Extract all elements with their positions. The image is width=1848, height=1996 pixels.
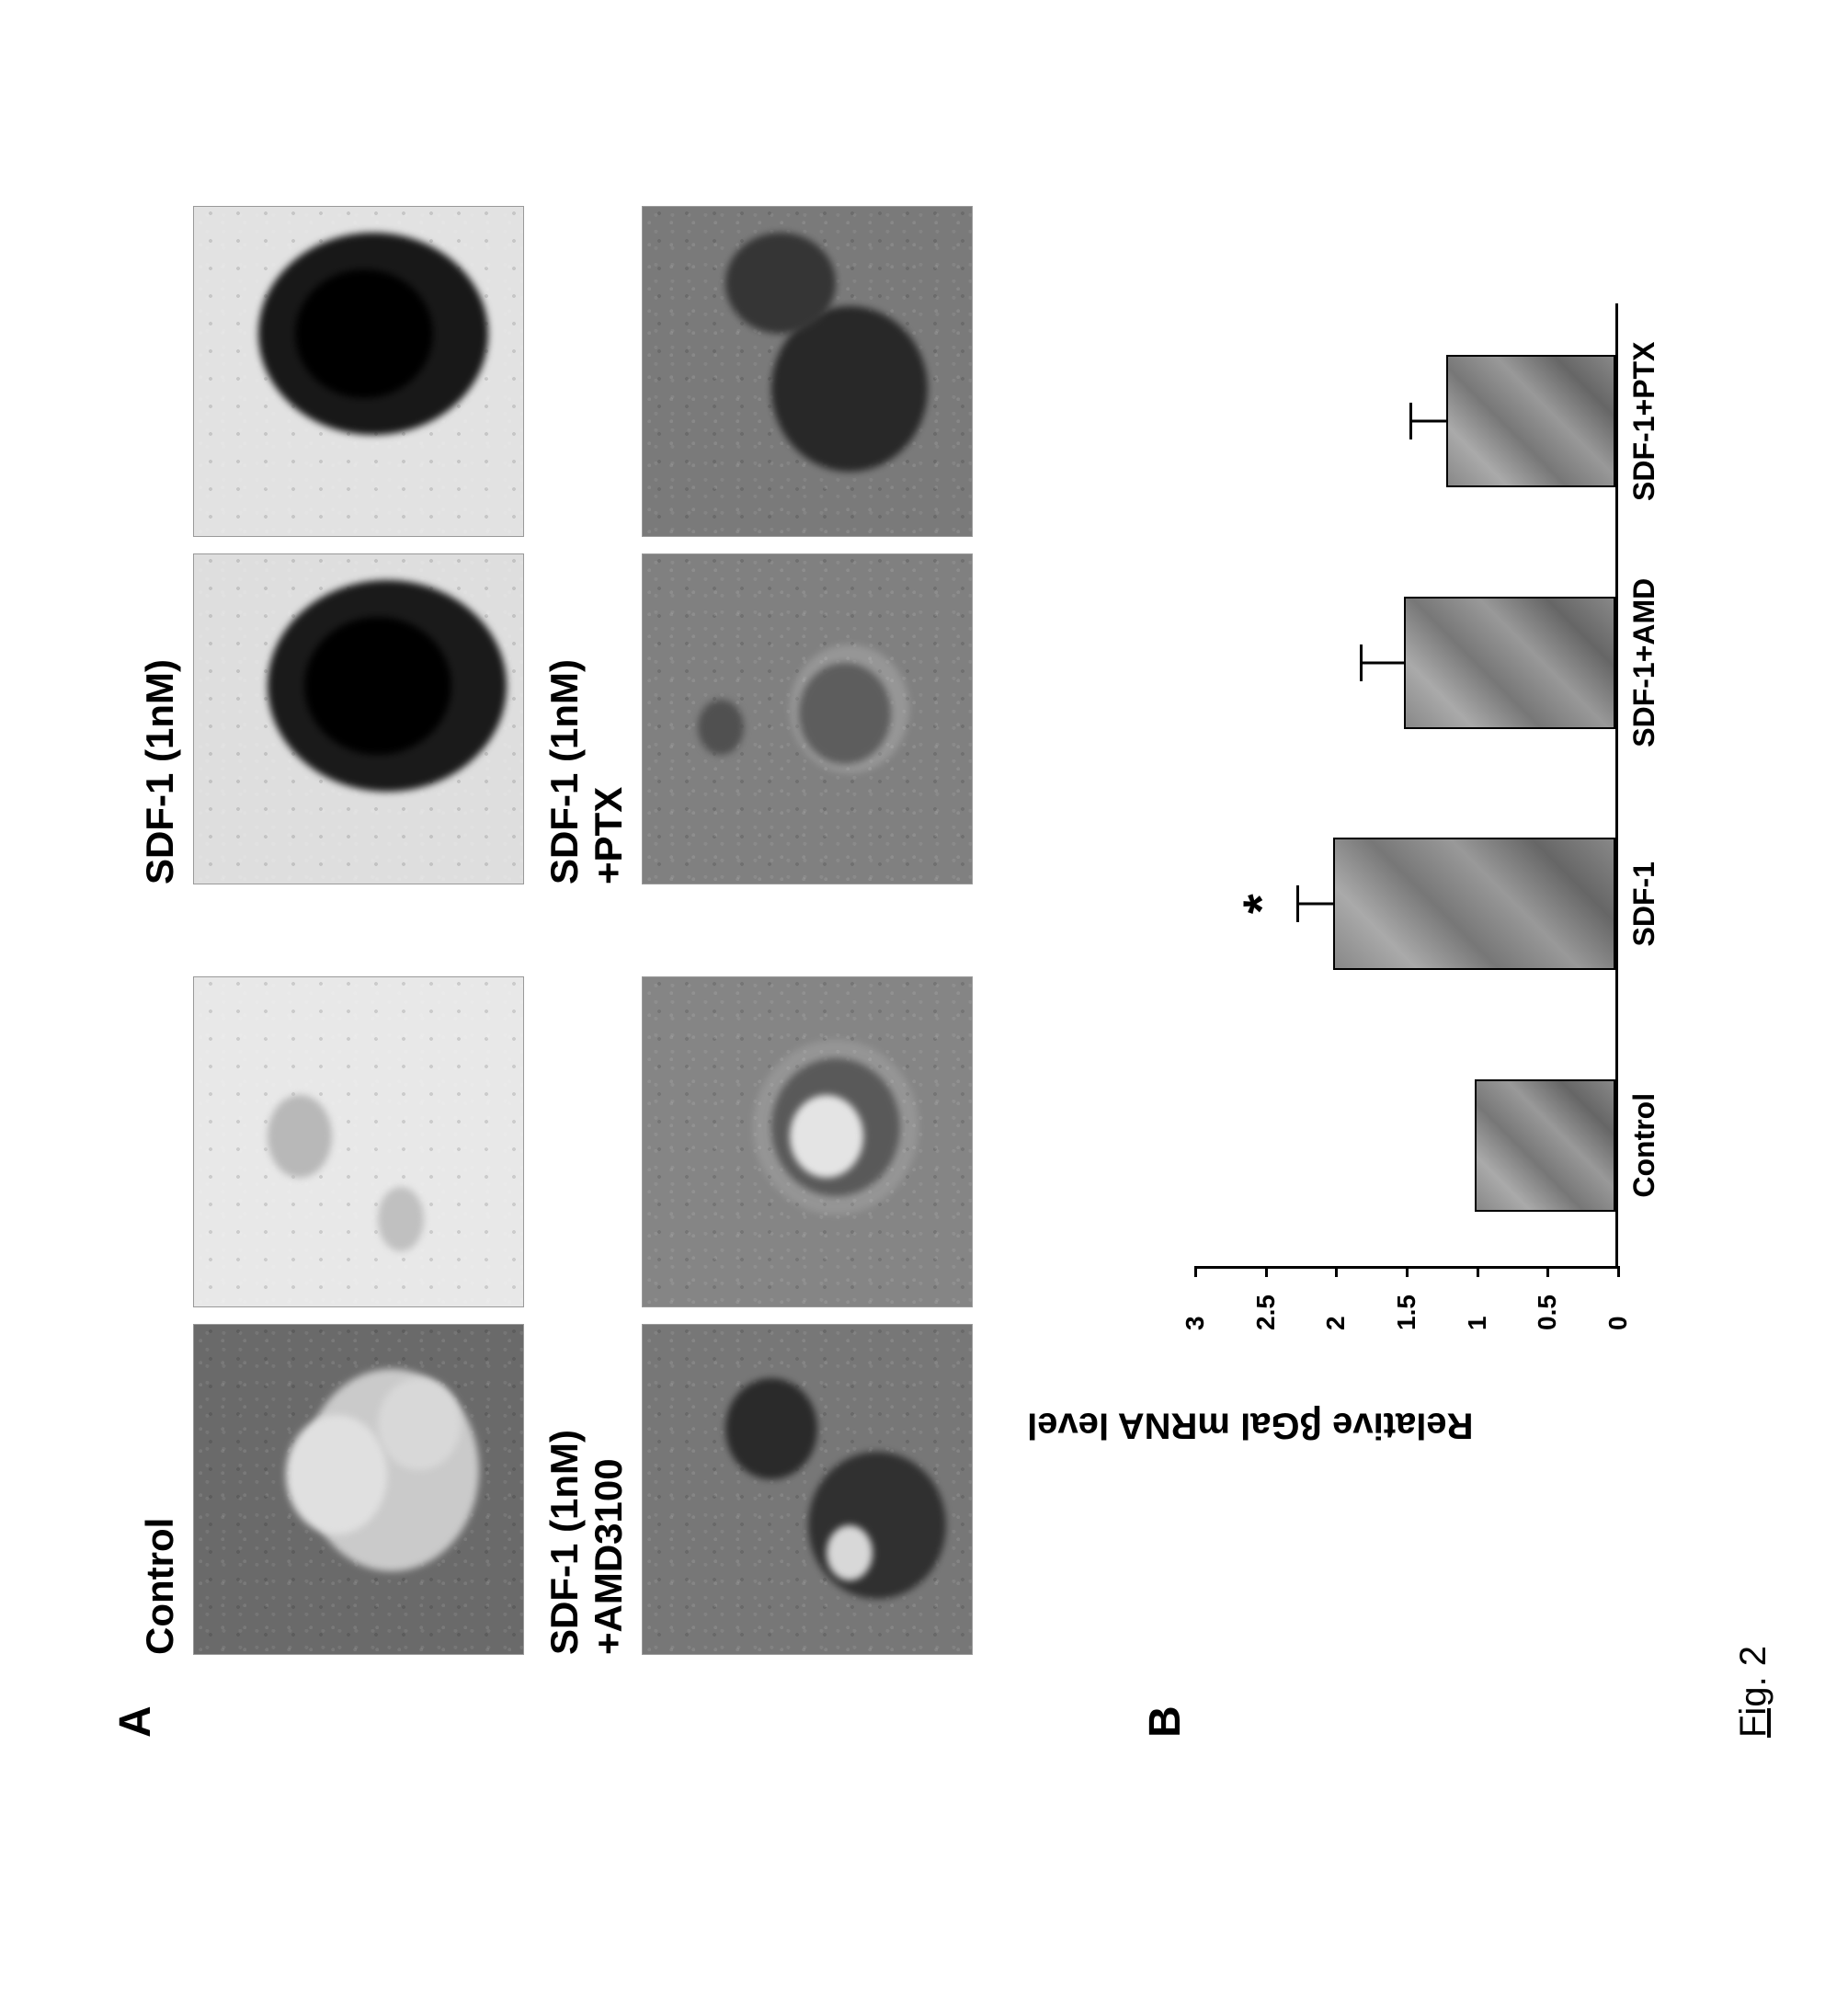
y-tick-label: 2.5 bbox=[1251, 1295, 1281, 1330]
y-tick bbox=[1546, 1266, 1549, 1277]
figure-container: A Control SDF-1 (1nM) SDF-1 (1nM) +AMD3100… bbox=[110, 0, 1738, 1738]
error-bar-line bbox=[1298, 903, 1333, 906]
error-bar-cap bbox=[1360, 644, 1363, 681]
y-tick bbox=[1617, 1266, 1620, 1277]
microscopy-image bbox=[642, 206, 973, 537]
significance-marker: * bbox=[1231, 894, 1291, 914]
error-bar-cap bbox=[1409, 403, 1412, 439]
group-label: SDF-1 (1nM) +PTX bbox=[542, 206, 631, 884]
x-category-label: SDF-1+AMD bbox=[1627, 578, 1661, 747]
y-tick-label: 1.5 bbox=[1392, 1295, 1421, 1330]
panel-b-chart: Relative βGal mRNA level 00.511.522.53Co… bbox=[1195, 248, 1710, 1352]
microscopy-image bbox=[193, 206, 524, 537]
y-tick bbox=[1335, 1266, 1338, 1277]
group-label: SDF-1 (1nM) +AMD3100 bbox=[542, 976, 631, 1655]
bar-plot: 00.511.522.53Control*SDF-1SDF-1+AMDSDF-1… bbox=[1195, 303, 1618, 1269]
x-category-label: SDF-1+PTX bbox=[1627, 342, 1661, 501]
image-pair bbox=[193, 206, 524, 884]
image-pair bbox=[642, 976, 973, 1655]
y-tick bbox=[1406, 1266, 1409, 1277]
panel-a-image-grid: ControlSDF-1 (1nM)SDF-1 (1nM) +AMD3100SD… bbox=[138, 46, 991, 1655]
y-tick bbox=[1265, 1266, 1268, 1277]
y-tick-label: 1 bbox=[1463, 1316, 1492, 1330]
cell-blob bbox=[827, 1525, 873, 1580]
cell-blob bbox=[304, 617, 451, 755]
microscopy-image bbox=[193, 1324, 524, 1655]
microscopy-image bbox=[642, 976, 973, 1307]
group-label: Control bbox=[138, 976, 182, 1655]
bar bbox=[1404, 597, 1615, 729]
error-bar-line bbox=[1362, 661, 1404, 664]
bar bbox=[1446, 355, 1615, 487]
microscopy-image bbox=[642, 1324, 973, 1655]
x-category-label: Control bbox=[1627, 1093, 1661, 1198]
image-group: SDF-1 (1nM) +AMD3100 bbox=[542, 976, 973, 1655]
bar bbox=[1475, 1079, 1615, 1212]
image-row: Control SDF-1 (1nM) bbox=[138, 46, 524, 1655]
cell-blob bbox=[753, 1040, 918, 1215]
y-tick-label: 0 bbox=[1603, 1316, 1633, 1330]
y-axis-label: Relative βGal mRNA level bbox=[1027, 1405, 1473, 1446]
caption-number: . 2 bbox=[1733, 1646, 1774, 1686]
image-row: SDF-1 (1nM) +AMD3100 SDF-1 (1nM) +PTX bbox=[542, 46, 973, 1655]
cell-blob bbox=[286, 1415, 387, 1534]
y-tick-label: 3 bbox=[1181, 1316, 1210, 1330]
y-tick bbox=[1194, 1266, 1197, 1277]
y-tick-label: 2 bbox=[1321, 1316, 1351, 1330]
y-tick bbox=[1477, 1266, 1479, 1277]
microscopy-image bbox=[193, 976, 524, 1307]
cell-blob bbox=[725, 1378, 817, 1479]
panel-b-label: B bbox=[1140, 1705, 1191, 1738]
panel-a-label: A bbox=[110, 1705, 161, 1738]
cell-blob bbox=[378, 1187, 424, 1251]
cell-blob bbox=[295, 269, 433, 398]
cell-blob bbox=[725, 233, 836, 334]
image-pair bbox=[193, 976, 524, 1655]
cell-blob bbox=[790, 644, 909, 773]
group-label: SDF-1 (1nM) bbox=[138, 206, 182, 884]
cell-blob bbox=[268, 1095, 332, 1178]
error-bar-line bbox=[1411, 420, 1446, 423]
image-group: SDF-1 (1nM) +PTX bbox=[542, 206, 973, 884]
figure-caption: Fig. 2 bbox=[1733, 1646, 1774, 1738]
image-group: Control bbox=[138, 976, 524, 1655]
microscopy-image bbox=[193, 553, 524, 884]
x-category-label: SDF-1 bbox=[1627, 861, 1661, 946]
error-bar-cap bbox=[1296, 885, 1299, 922]
cell-blob bbox=[698, 700, 744, 755]
cell-blob bbox=[808, 1452, 946, 1599]
microscopy-image bbox=[642, 553, 973, 884]
caption-prefix: Fig bbox=[1733, 1686, 1774, 1738]
y-tick-label: 0.5 bbox=[1533, 1295, 1562, 1330]
image-pair bbox=[642, 206, 973, 884]
bar bbox=[1333, 838, 1615, 970]
cell-blob bbox=[378, 1378, 461, 1470]
image-group: SDF-1 (1nM) bbox=[138, 206, 524, 884]
